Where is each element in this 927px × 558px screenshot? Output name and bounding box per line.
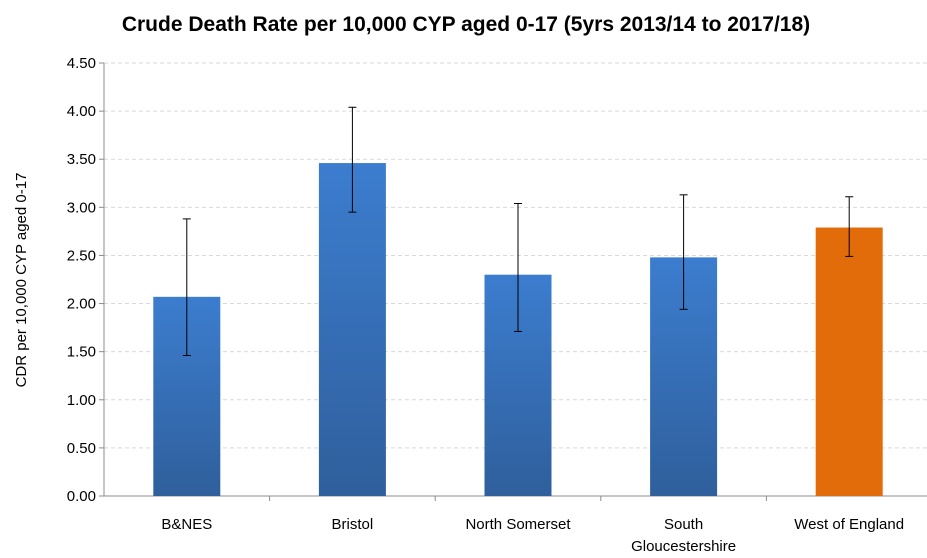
y-tick-label: 0.00: [67, 488, 96, 505]
y-tick-label: 4.00: [67, 103, 96, 120]
y-tick-label: 1.00: [67, 392, 96, 409]
y-tick-label: 1.50: [67, 344, 96, 361]
bars: [153, 163, 883, 497]
error-bars: [182, 106, 854, 357]
x-category-label: North Somerset: [465, 516, 571, 533]
chart-title: Crude Death Rate per 10,000 CYP aged 0-1…: [122, 13, 810, 36]
y-tick-label: 2.00: [67, 296, 96, 313]
y-tick-label: 2.50: [67, 247, 96, 264]
x-category-label: B&NES: [161, 516, 212, 533]
y-tick-label: 3.00: [67, 199, 96, 216]
bar: [815, 227, 883, 497]
y-axis-ticks: 0.00 0.50 1.00 1.50 2.00 2.50 3.00 3.50 4.00 4.50: [67, 55, 104, 505]
bar: [318, 163, 386, 496]
x-category-label: Bristol: [332, 516, 374, 533]
y-tick-label: 0.50: [67, 440, 96, 457]
x-category-label: West of England: [794, 516, 904, 533]
y-tick-label: 3.50: [67, 151, 96, 168]
x-category-label: South Gloucestershire: [631, 516, 736, 555]
y-tick-label: 4.50: [67, 55, 96, 72]
category-labels: B&NES Bristol North Somerset South Glouceste…: [161, 496, 904, 555]
y-axis-label: CDR per 10,000 CYP aged 0-17: [13, 173, 30, 388]
